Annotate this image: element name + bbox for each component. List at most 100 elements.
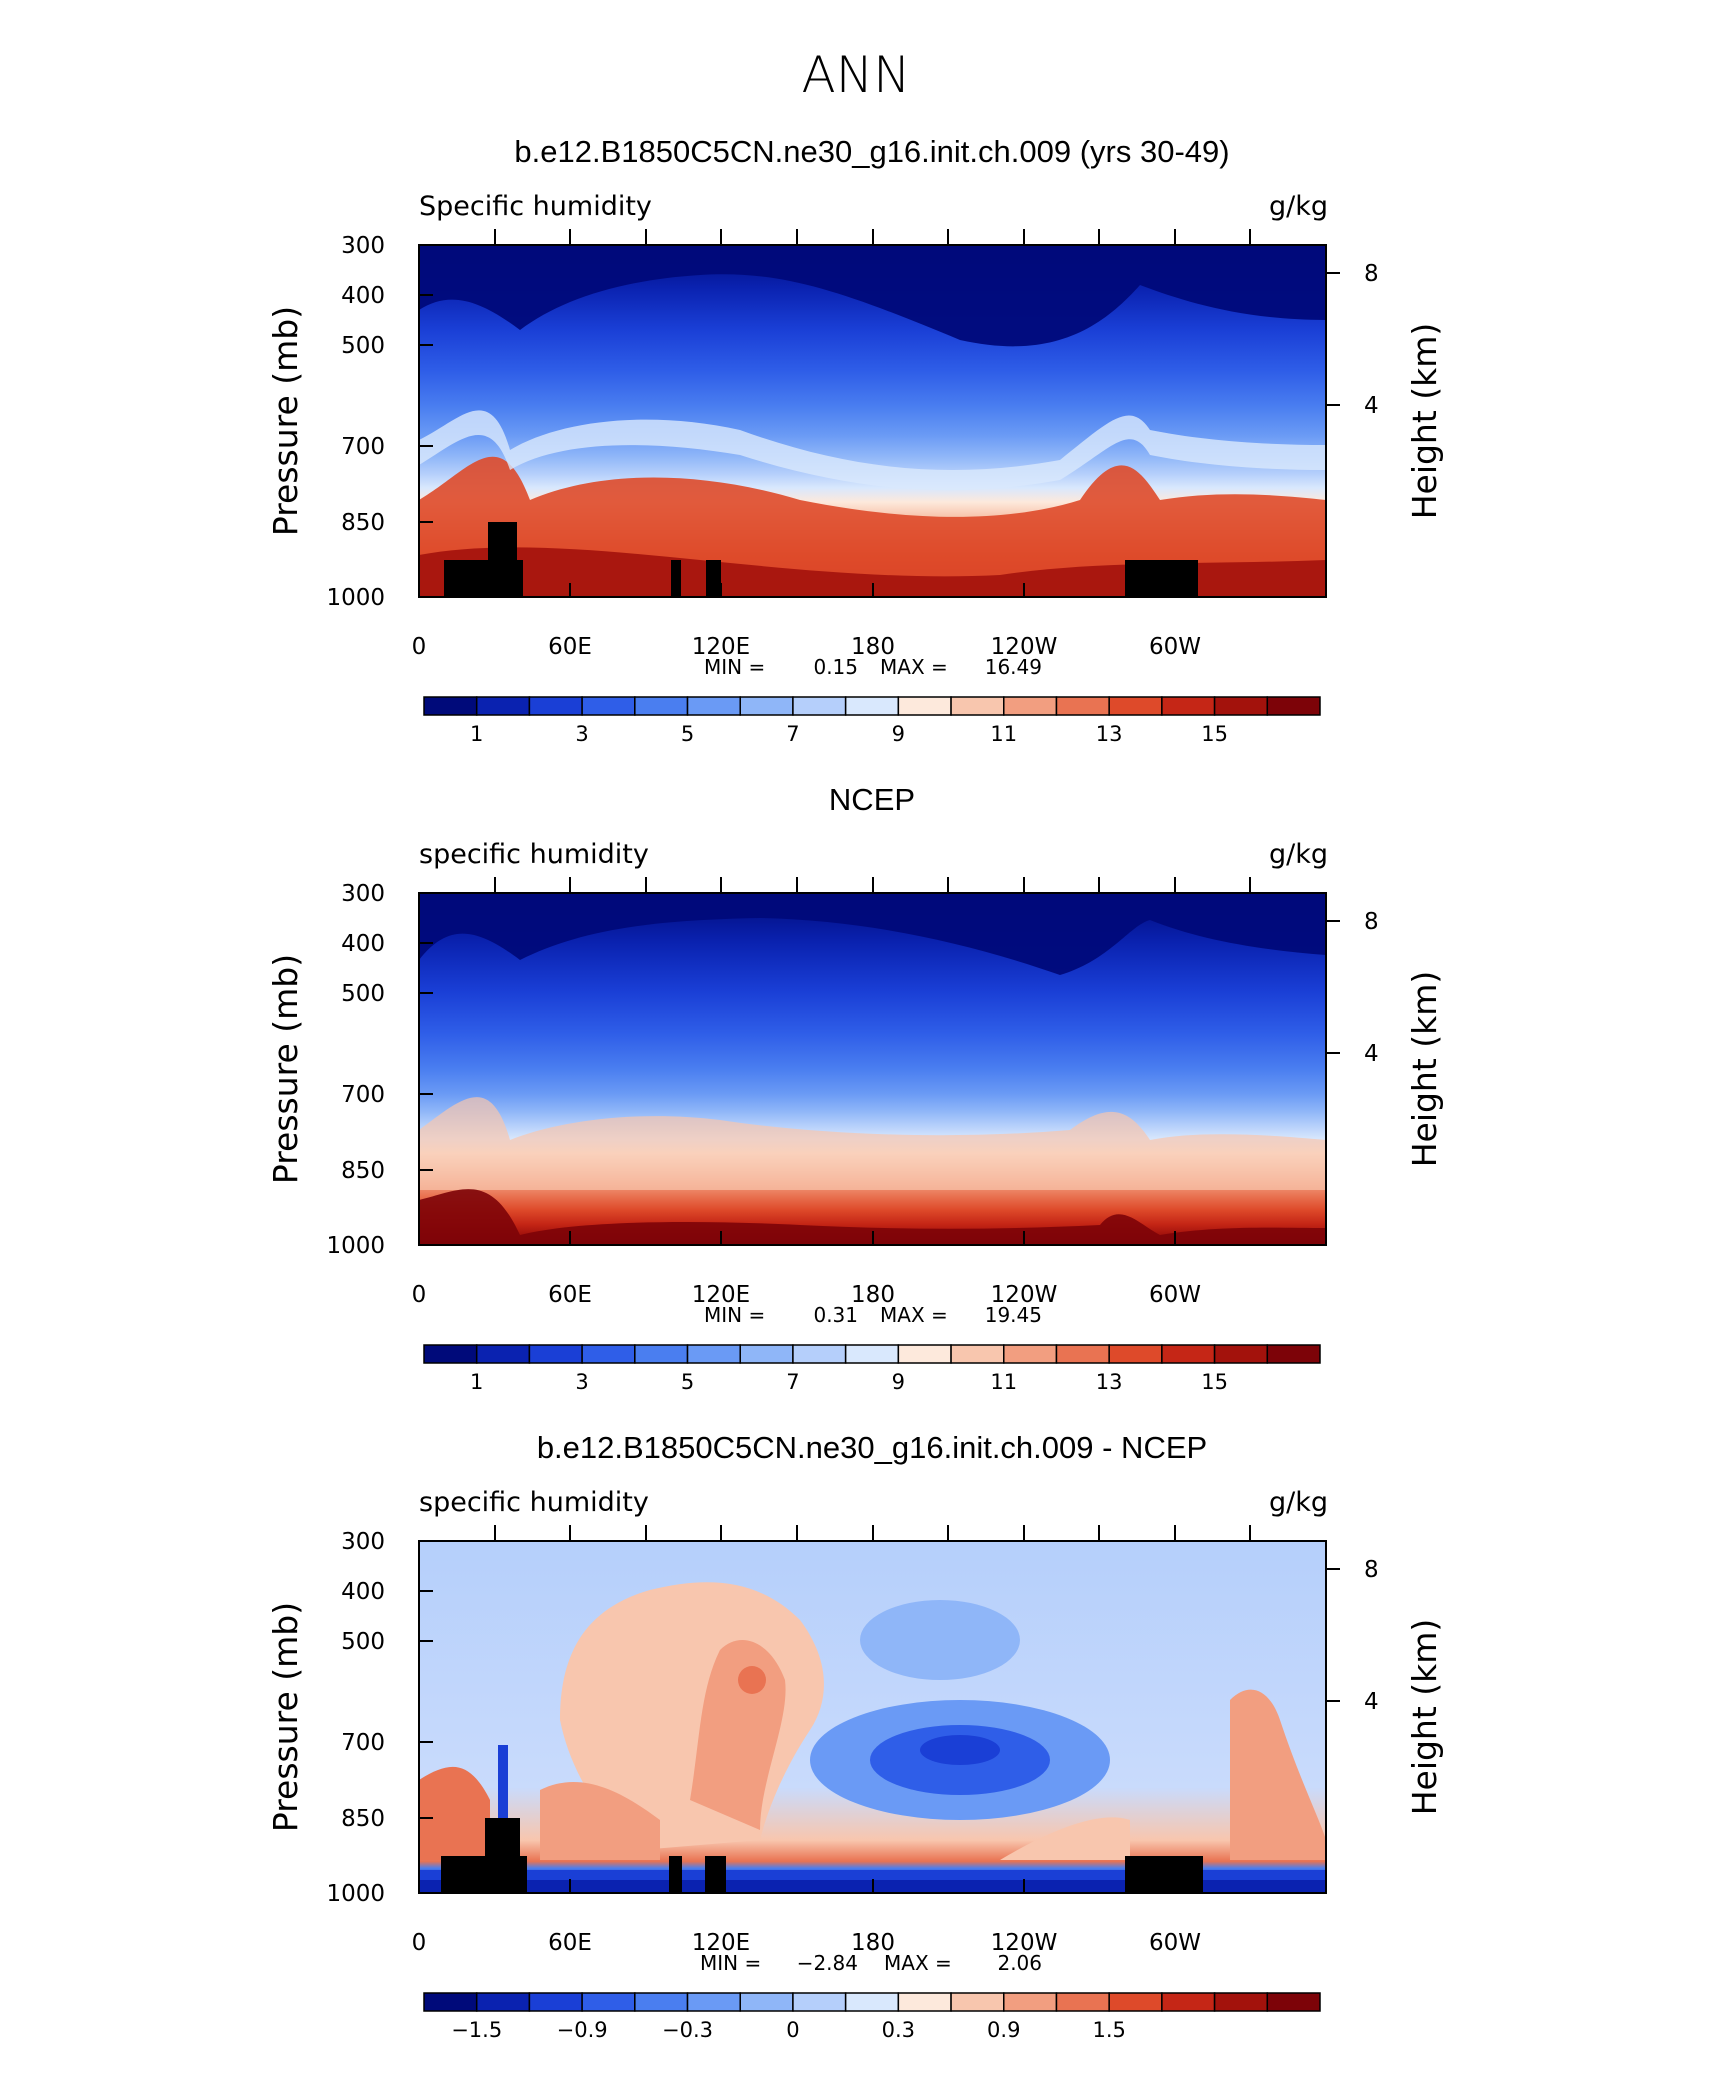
colorbar-swatch <box>423 1992 478 2012</box>
ylabel: Pressure (mb) <box>266 954 305 1184</box>
ylabel: Pressure (mb) <box>266 306 305 536</box>
colorbar-swatch <box>844 696 900 716</box>
colorbar-swatch <box>528 1992 583 2012</box>
ytick-right-label: 4 <box>1364 393 1379 419</box>
colorbar-swatch <box>1213 1992 1269 2012</box>
colorbar-swatch <box>897 1344 952 1364</box>
max-label: MAX = <box>880 655 948 679</box>
ytick-label: 700 <box>341 434 385 460</box>
ylabel-right: Height (km) <box>1405 1619 1444 1816</box>
panel-model-field <box>419 245 1326 597</box>
panel-ncep: NCEP specific humidity g/kg 300 400 500 … <box>266 782 1444 1394</box>
xtick-label: 60E <box>548 1282 592 1308</box>
panel-diff-colorbar: −1.5 −0.9 −0.3 0 0.3 0.9 1.5 <box>423 1992 1321 2042</box>
colorbar-swatch <box>844 1344 900 1364</box>
colorbar-label: 5 <box>681 722 694 746</box>
xtick-label: 180 <box>851 1282 895 1308</box>
colorbar-swatch <box>686 1992 741 2012</box>
max-label: MAX = <box>880 1303 948 1327</box>
colorbar-swatch <box>1055 1992 1110 2012</box>
ytick-label: 500 <box>341 1629 385 1655</box>
xtick-label: 60W <box>1149 1282 1201 1308</box>
colorbar-swatch <box>950 1344 1005 1364</box>
panel-diff-field <box>419 1541 1326 1893</box>
colorbar-swatch <box>792 1992 847 2012</box>
colorbar-label: 0.9 <box>987 2018 1020 2042</box>
panel-ncep-title: NCEP <box>829 782 915 817</box>
ytick-label: 700 <box>341 1082 385 1108</box>
colorbar-swatch <box>844 1992 900 2012</box>
max-value: 16.49 <box>985 655 1042 679</box>
colorbar-label: 0 <box>786 2018 799 2042</box>
min-value: −2.84 <box>797 1951 858 1975</box>
ytick-label: 850 <box>341 1806 385 1832</box>
ytick-right-label: 8 <box>1364 261 1379 287</box>
panel-model-minmax: MIN = 0.15 MAX = 16.49 <box>704 655 1042 679</box>
colorbar-swatch <box>739 1344 794 1364</box>
colorbar-swatch <box>686 1344 741 1364</box>
colorbar-swatch <box>1161 1992 1216 2012</box>
panel-ncep-xaxis: 0 60E 120E 180 120W 60W <box>412 877 1251 1308</box>
xtick-label: 180 <box>851 634 895 660</box>
colorbar-swatch <box>739 696 794 716</box>
colorbar-swatch <box>1108 696 1163 716</box>
colorbar-swatch <box>739 1992 794 2012</box>
panel-ncep-field <box>419 893 1326 1245</box>
ytick-label: 300 <box>341 881 385 907</box>
colorbar-swatch <box>528 1344 583 1364</box>
ytick-label: 700 <box>341 1730 385 1756</box>
panel-diff: b.e12.B1850C5CN.ne30_g16.init.ch.009 - N… <box>266 1430 1444 2042</box>
colorbar-swatch <box>1003 1992 1058 2012</box>
ylabel: Pressure (mb) <box>266 1602 305 1832</box>
colorbar-label: 7 <box>786 722 799 746</box>
panel-diff-xaxis: 0 60E 120E 180 120W 60W <box>412 1525 1251 1956</box>
xtick-label: 60E <box>548 1930 592 1956</box>
panel-diff-title: b.e12.B1850C5CN.ne30_g16.init.ch.009 - N… <box>537 1430 1207 1465</box>
colorbar-swatch <box>1108 1992 1163 2012</box>
xtick-label: 60W <box>1149 1930 1201 1956</box>
colorbar-swatch <box>528 696 583 716</box>
ytick-label: 1000 <box>326 1881 385 1907</box>
max-value: 19.45 <box>985 1303 1042 1327</box>
colorbar-swatch <box>423 1344 478 1364</box>
colorbar-label: 3 <box>575 722 588 746</box>
panel-ncep-minmax: MIN = 0.31 MAX = 19.45 <box>704 1303 1042 1327</box>
colorbar-swatch <box>475 696 531 716</box>
colorbar-swatch <box>792 1344 847 1364</box>
ytick-label: 300 <box>341 233 385 259</box>
panel-ncep-yaxis-right: 8 4 Height (km) <box>1326 909 1444 1167</box>
ytick-label: 1000 <box>326 585 385 611</box>
colorbar-swatch <box>897 696 952 716</box>
min-label: MIN = <box>704 655 765 679</box>
panel-diff-yaxis: 300 400 500 700 850 1000 Pressure (mb) <box>266 1529 433 1907</box>
min-value: 0.31 <box>813 1303 858 1327</box>
panel-model-yaxis: 300 400 500 700 850 1000 Pressure (mb) <box>266 233 433 611</box>
xtick-label: 180 <box>851 1930 895 1956</box>
min-label: MIN = <box>700 1951 761 1975</box>
colorbar-swatch <box>634 1344 689 1364</box>
colorbar-label: 11 <box>990 1370 1017 1394</box>
ytick-label: 850 <box>341 1158 385 1184</box>
colorbar-label: 15 <box>1201 1370 1228 1394</box>
colorbar-swatch <box>581 696 636 716</box>
colorbar-swatch <box>897 1992 952 2012</box>
colorbar-label: 1 <box>470 722 483 746</box>
colorbar-swatch <box>581 1992 636 2012</box>
colorbar-label: 7 <box>786 1370 799 1394</box>
colorbar-label: 3 <box>575 1370 588 1394</box>
panel-model-colorbar: 1 3 5 7 9 11 13 15 <box>423 696 1321 746</box>
colorbar-swatch <box>581 1344 636 1364</box>
colorbar-label: 9 <box>892 1370 905 1394</box>
ytick-right-label: 4 <box>1364 1689 1379 1715</box>
xtick-label: 0 <box>412 1282 427 1308</box>
min-label: MIN = <box>704 1303 765 1327</box>
panel-ncep-colorbar: 1 3 5 7 9 11 13 15 <box>423 1344 1321 1394</box>
ytick-label: 500 <box>341 981 385 1007</box>
xtick-label: 60E <box>548 634 592 660</box>
max-label: MAX = <box>884 1951 952 1975</box>
colorbar-label: 5 <box>681 1370 694 1394</box>
colorbar-swatch <box>1266 696 1321 716</box>
colorbar-swatch <box>1213 1344 1269 1364</box>
colorbar-label: −0.9 <box>557 2018 608 2042</box>
